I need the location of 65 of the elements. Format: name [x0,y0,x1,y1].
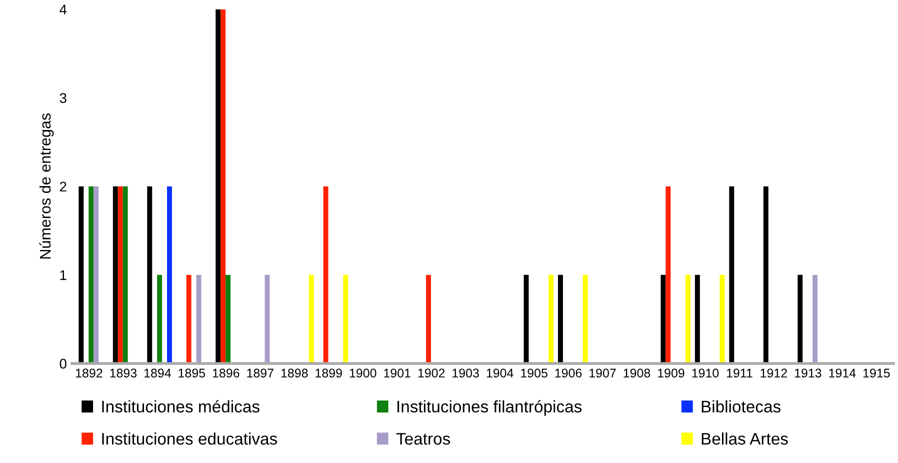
bar [186,274,192,364]
bar [686,274,690,364]
x-tick-label: 1904 [486,368,514,378]
bar [660,274,666,364]
x-tick-label: 1913 [794,368,822,378]
x-tick-label: 1901 [384,368,410,378]
x-tick-label: 1899 [316,368,342,378]
x-tick-label: 1894 [144,368,171,378]
x-tick-label: 1909 [658,368,684,378]
x-tick-label: 1911 [726,368,752,378]
x-tick-label: 1903 [452,368,479,378]
bar [226,274,231,364]
y-tick-label: 0 [60,358,66,369]
x-tick-label: 1912 [760,368,787,378]
bar [122,186,128,364]
y-tick-label: 2 [60,182,66,192]
bar [558,274,563,364]
bar [548,274,554,364]
x-tick-label: 1908 [624,368,650,378]
bar [323,186,328,364]
bar [763,186,768,364]
y-tick-label: 1 [60,270,66,280]
legend-label: Bellas Artes [702,432,788,445]
bar [426,274,431,364]
bar [147,186,152,364]
bar [343,274,348,364]
bar [220,9,226,364]
bar [157,274,162,364]
legend-label: Teatros [396,433,450,445]
bar [694,274,700,364]
y-axis-title: Números de entregas [39,113,54,259]
x-tick-label: 1914 [829,368,856,378]
bar [308,274,314,364]
x-tick-label: 1896 [212,368,240,378]
bar [582,274,588,364]
x-tick-label: 1895 [178,368,206,378]
x-tick-label: 1905 [521,368,548,378]
x-tick-label: 1900 [350,368,376,378]
bar [812,274,818,364]
bar [196,274,202,364]
bar [798,274,803,364]
x-tick-label: 1910 [692,368,719,378]
y-tick-label: 4 [60,4,67,14]
x-tick-label: 1897 [247,368,274,378]
legend-label: Instituciones educativas [102,432,278,445]
bar [88,186,94,364]
x-tick-label: 1893 [110,368,137,378]
bar [112,186,118,364]
bar [94,186,99,364]
x-tick-label: 1898 [281,368,308,378]
legend-label: Instituciones médicas [102,400,260,413]
x-tick-label: 1906 [555,368,582,378]
x-tick-label: 1907 [590,368,616,378]
bar [118,186,123,364]
bar [729,186,734,364]
legend-label: Bibliotecas [702,400,780,413]
bar [78,186,84,364]
bar [666,186,671,364]
x-tick-label: 1892 [76,368,102,378]
bar [167,186,172,364]
y-tick-label: 3 [60,93,66,103]
legend-label: Instituciones filantrópicas [398,400,582,416]
x-tick-label: 1902 [418,368,445,378]
x-tick-label: 1915 [863,368,890,378]
bar [216,9,221,364]
